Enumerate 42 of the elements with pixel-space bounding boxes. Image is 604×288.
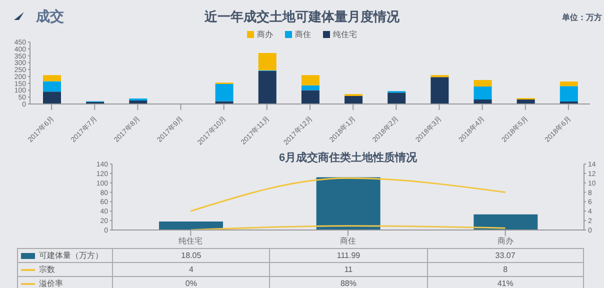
- text: 成交: [36, 8, 64, 26]
- bar: [301, 90, 320, 104]
- data-label: 8: [426, 263, 584, 276]
- bar: [258, 53, 276, 70]
- x-tick-label: 纯住宅: [178, 236, 203, 246]
- bar: [474, 86, 492, 100]
- bar: [43, 92, 61, 104]
- x-tick-label: 商办: [497, 236, 514, 246]
- data-label: 111.99: [269, 249, 427, 262]
- bar: [215, 101, 234, 104]
- bar: [474, 80, 492, 86]
- data-label: 41%: [426, 277, 584, 288]
- legend-label: 商办: [256, 29, 273, 40]
- data-label: 33.07: [426, 249, 584, 262]
- bar: [316, 177, 380, 230]
- data-label: 4: [112, 263, 270, 276]
- bar: [344, 96, 363, 104]
- text: 单位：万方: [562, 12, 602, 23]
- bar: [301, 75, 320, 86]
- legend-label: 溢价率: [17, 277, 112, 288]
- bar: [129, 98, 148, 101]
- chart-title: 近一年成交土地可建体量月度情况: [204, 9, 400, 24]
- bar: [560, 86, 578, 102]
- chart-title: 6月成交商住类土地性质情况: [278, 150, 418, 165]
- bar: [43, 81, 61, 92]
- data-label: 0%: [112, 277, 270, 288]
- legend-label: 商住: [294, 29, 311, 40]
- data-label: 18.05: [112, 249, 270, 262]
- legend-label: 宗数: [17, 263, 112, 276]
- bar: [474, 214, 538, 230]
- bar: [560, 82, 578, 86]
- legend-label: 纯住宅: [332, 29, 357, 40]
- bar: [430, 77, 449, 104]
- bar: [215, 84, 234, 102]
- bar: [43, 75, 61, 82]
- data-label: 11: [269, 263, 427, 276]
- bar: [258, 70, 276, 104]
- bar: [301, 85, 320, 90]
- legend-label: 可建体量（万方）: [17, 249, 112, 262]
- x-tick-label: 商住: [340, 236, 356, 246]
- data-label: 88%: [269, 277, 427, 288]
- bar: [388, 92, 406, 104]
